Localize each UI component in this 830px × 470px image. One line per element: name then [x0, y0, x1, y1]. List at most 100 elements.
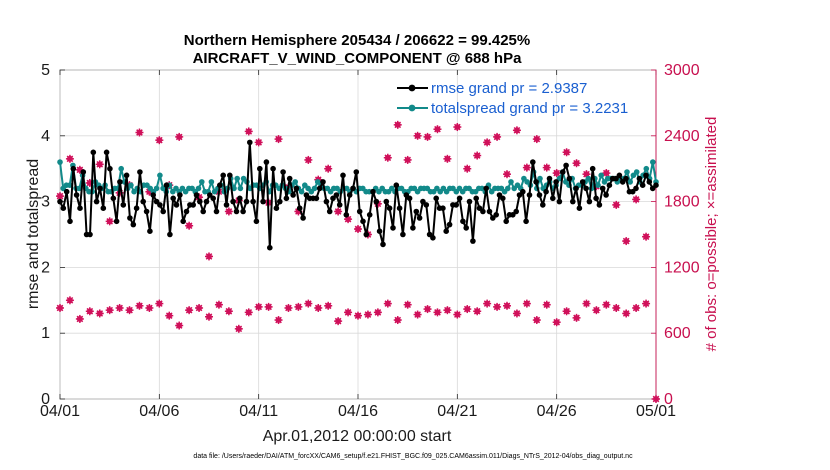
obs-count-high-point: [274, 135, 283, 144]
rmse-point: [636, 175, 643, 182]
obs-count-high-point: [652, 395, 660, 403]
rmse-point: [87, 231, 93, 238]
rmse-point: [553, 179, 559, 185]
rmse-point: [406, 195, 413, 202]
obs-count-low-point: [264, 302, 273, 311]
totalspread-point: [627, 179, 633, 185]
rmse-point: [127, 215, 133, 221]
obs-count-low-point: [562, 307, 571, 316]
obs-count-high-point: [65, 154, 74, 163]
rmse-point: [257, 165, 263, 172]
totalspread-point: [598, 172, 604, 179]
obs-count-low-point: [56, 303, 64, 312]
rmse-point: [123, 172, 130, 179]
obs-count-low-point: [512, 309, 521, 318]
rmse-point: [393, 182, 400, 188]
y-tick-label-left: 1: [41, 325, 50, 342]
rmse-point: [336, 202, 343, 208]
rmse-point: [173, 202, 180, 208]
obs-count-high-point: [602, 169, 611, 178]
obs-count-high-point: [433, 125, 442, 134]
rmse-point: [247, 139, 253, 146]
rmse-point: [230, 198, 236, 205]
rmse-point: [137, 169, 143, 175]
obs-count-low-point: [363, 310, 372, 319]
obs-count-low-point: [244, 308, 253, 317]
rmse-point: [150, 192, 156, 198]
rmse-point: [340, 172, 346, 179]
rmse-point: [376, 228, 383, 234]
rmse-point: [639, 182, 646, 188]
rmse-point: [400, 231, 406, 238]
rmse-point: [227, 172, 233, 179]
obs-count-low-point: [403, 300, 412, 309]
rmse-point: [520, 188, 526, 195]
rmse-point: [366, 212, 373, 218]
x-tick-label: 04/21: [437, 403, 477, 420]
y-tick-label-right: 2400: [664, 128, 700, 145]
obs-count-low-point: [572, 313, 581, 322]
obs-count-low-point: [443, 306, 452, 315]
obs-count-high-point: [522, 163, 531, 172]
rmse-point: [200, 208, 206, 215]
obs-count-low-point: [145, 303, 154, 312]
rmse-point: [286, 175, 293, 182]
rmse-point: [566, 175, 573, 182]
rmse-point: [643, 172, 649, 179]
rmse-point: [603, 192, 609, 198]
totalspread-point: [208, 179, 215, 185]
rmse-point: [583, 185, 589, 192]
obs-count-low-point: [383, 299, 392, 308]
obs-count-low-point: [542, 300, 551, 309]
obs-count-low-point: [582, 299, 591, 308]
x-tick-label: 04/16: [338, 403, 378, 420]
obs-count-high-point: [56, 192, 64, 201]
y-tick-label-right: 3000: [664, 62, 700, 79]
rmse-point: [60, 205, 67, 211]
totalspread-point: [234, 175, 240, 182]
y-tick-label-right: 0: [664, 391, 673, 408]
rmse-point: [380, 241, 386, 248]
obs-count-high-point: [512, 126, 521, 135]
rmse-point: [140, 198, 146, 205]
obs-count-low-point: [642, 299, 651, 308]
rmse-point: [167, 231, 173, 238]
data-file-footnote: data file: /Users/raeder/DAI/ATM_forcXX/…: [193, 453, 633, 460]
rmse-point: [210, 195, 216, 202]
rmse-point: [237, 195, 243, 202]
rmse-point: [483, 185, 490, 192]
rmse-point: [466, 198, 473, 205]
rmse-point: [190, 202, 196, 208]
obs-count-low-point: [354, 311, 362, 320]
obs-count-high-point: [542, 163, 551, 172]
totalspread-point: [57, 159, 63, 165]
obs-count-low-point: [592, 306, 601, 315]
rmse-point: [500, 195, 506, 202]
rmse-point: [526, 192, 533, 198]
obs-count-high-point: [562, 148, 571, 157]
rmse-point: [100, 205, 107, 211]
obs-count-high-point: [503, 170, 511, 179]
rmse-point: [267, 244, 273, 251]
obs-count-low-point: [125, 306, 134, 315]
x-tick-label: 04/06: [139, 403, 179, 420]
rmse-point: [293, 185, 300, 192]
totalspread-point: [595, 182, 601, 188]
rmse-point: [480, 208, 486, 215]
rmse-point: [103, 149, 110, 156]
rmse-point: [460, 218, 466, 225]
obs-count-low-point: [214, 300, 223, 309]
totalspread-point: [508, 179, 514, 185]
legend-rmse-label: rmse grand pr = 2.9387: [431, 80, 587, 97]
rmse-point: [353, 169, 360, 175]
obs-count-low-point: [115, 303, 124, 312]
rmse-point: [217, 182, 223, 188]
rmse-point: [280, 169, 286, 175]
rmse-point: [73, 192, 80, 198]
obs-count-low-point: [294, 302, 303, 311]
obs-count-high-point: [334, 207, 343, 216]
rmse-point: [57, 198, 63, 205]
rmse-point: [396, 205, 403, 211]
obs-count-high-point: [622, 237, 631, 246]
obs-count-low-point: [483, 299, 492, 308]
